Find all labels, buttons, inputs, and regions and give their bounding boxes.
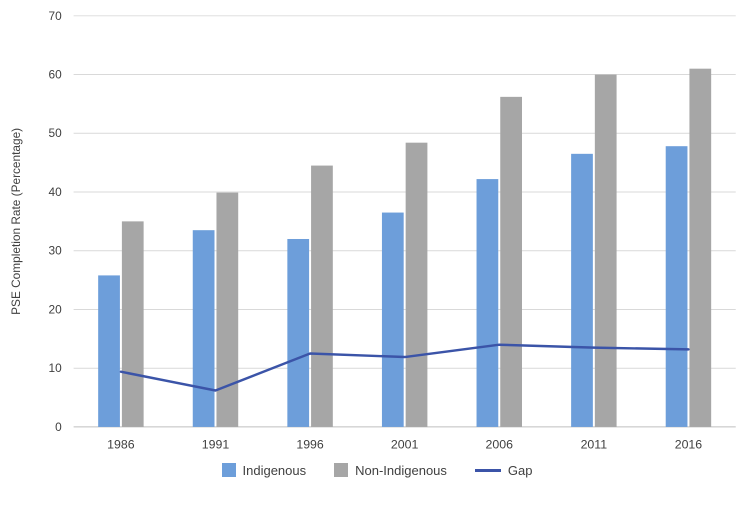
legend-item-gap: Gap bbox=[474, 462, 533, 478]
legend-label-indigenous: Indigenous bbox=[242, 462, 307, 478]
y-tick-label: 40 bbox=[49, 185, 63, 199]
bar-non-indigenous bbox=[121, 221, 144, 427]
bar-indigenous bbox=[665, 146, 688, 427]
x-tick-label: 2006 bbox=[486, 438, 514, 452]
bar-indigenous bbox=[98, 275, 120, 427]
y-tick-label: 50 bbox=[49, 126, 63, 140]
x-tick-label: 2011 bbox=[581, 438, 608, 452]
indigenous-swatch-icon bbox=[221, 463, 236, 478]
bar-non-indigenous bbox=[216, 192, 239, 427]
bar-non-indigenous bbox=[405, 142, 428, 427]
y-axis-title: PSE Completion Rate (Percentage) bbox=[9, 128, 23, 315]
x-tick-label: 1991 bbox=[202, 438, 230, 452]
bar-indigenous bbox=[192, 230, 215, 427]
bar-non-indigenous bbox=[689, 68, 712, 427]
y-tick-label: 60 bbox=[49, 67, 63, 81]
legend-label-non-indigenous: Non-Indigenous bbox=[355, 462, 447, 478]
x-tick-label: 1996 bbox=[296, 438, 324, 452]
x-tick-label: 2016 bbox=[675, 438, 703, 452]
y-tick-label: 70 bbox=[49, 9, 63, 23]
legend-item-indigenous: Indigenous bbox=[221, 462, 307, 478]
bar-non-indigenous bbox=[594, 74, 617, 427]
non-indigenous-swatch-icon bbox=[334, 463, 349, 478]
legend-label-gap: Gap bbox=[507, 462, 533, 478]
bar-indigenous bbox=[381, 212, 404, 427]
y-tick-label: 30 bbox=[49, 244, 63, 258]
x-tick-label: 2001 bbox=[391, 438, 419, 452]
chart-legend: Indigenous Non-Indigenous Gap bbox=[0, 457, 754, 512]
gap-line bbox=[119, 343, 690, 392]
bar-non-indigenous bbox=[500, 96, 522, 427]
bar-indigenous bbox=[476, 179, 499, 427]
bar-indigenous bbox=[287, 238, 310, 427]
bar-non-indigenous bbox=[311, 165, 333, 427]
x-tick-label: 1986 bbox=[107, 438, 135, 452]
chart-plot-area: 0 10 20 30 40 50 60 70 PSE Completion Rate (Perc… bbox=[9, 9, 736, 452]
y-tick-label: 20 bbox=[49, 302, 63, 316]
bar-indigenous bbox=[571, 153, 593, 427]
legend-item-non-indigenous: Non-Indigenous bbox=[334, 463, 447, 478]
gap-line-swatch-icon bbox=[474, 468, 501, 472]
y-tick-label: 0 bbox=[55, 420, 62, 434]
y-tick-label: 10 bbox=[49, 361, 63, 375]
